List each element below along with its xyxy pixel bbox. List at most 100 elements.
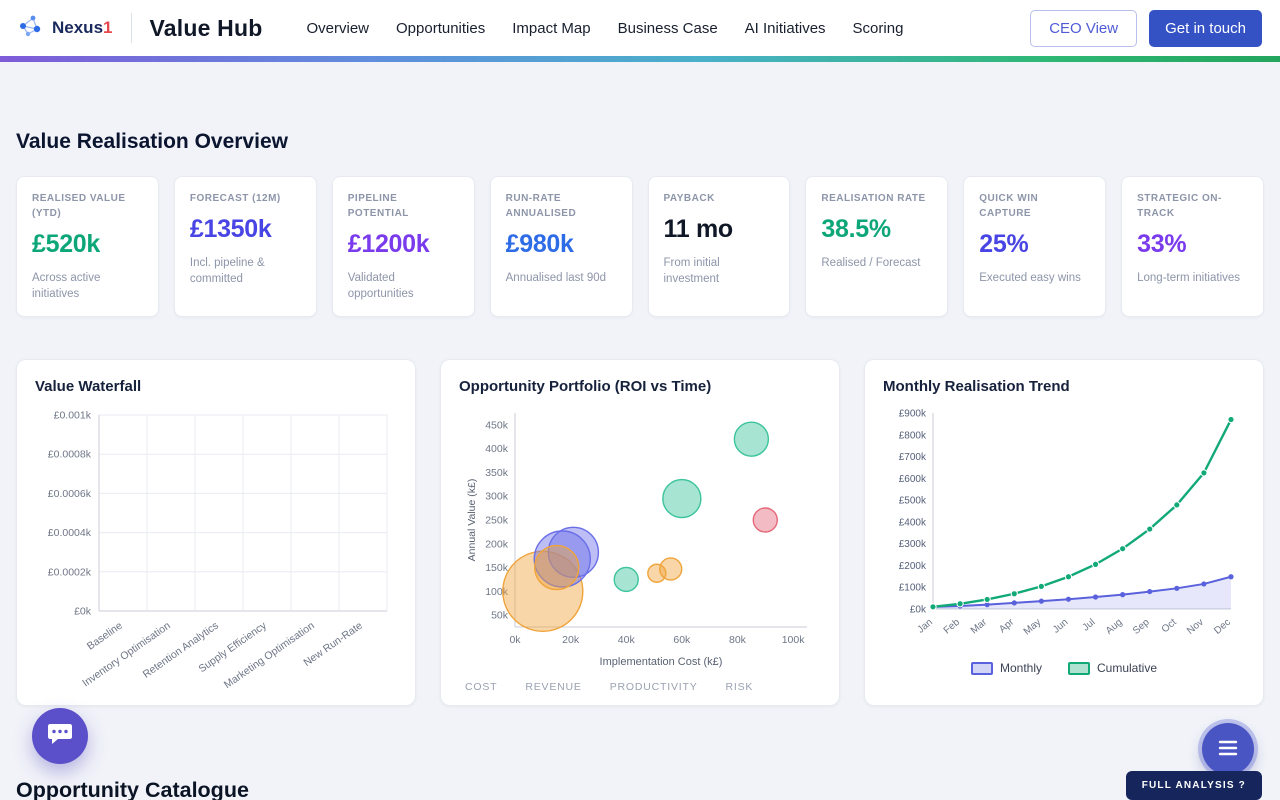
- kpi-label: STRATEGIC ON-TRACK: [1137, 193, 1222, 219]
- kpi-sub: Annualised last 90d: [505, 272, 607, 284]
- kpi-label: PAYBACK: [663, 193, 715, 204]
- nav-item-opportunities[interactable]: Opportunities: [396, 19, 486, 37]
- charts-row: Value Waterfall £0.001k £0.0008k £0.0006k £…: [16, 359, 1264, 707]
- svg-text:£0.0006k: £0.0006k: [48, 488, 92, 500]
- chat-bubble-icon: [46, 722, 74, 751]
- kpi-label: REALISATION RATE: [821, 193, 926, 204]
- floating-menu-button[interactable]: [1202, 723, 1254, 775]
- kpi-value: £1200k: [347, 230, 430, 258]
- svg-text:Sep: Sep: [1131, 617, 1152, 637]
- chart-title: Monthly Realisation Trend: [883, 378, 1070, 396]
- nexus-logo-icon: [18, 13, 44, 44]
- hamburger-icon: [1217, 739, 1239, 760]
- kpi-label: RUN-RATE ANNUALISED: [505, 193, 577, 219]
- nav-item-impact-map[interactable]: Impact Map: [512, 19, 591, 37]
- svg-text:Mar: Mar: [969, 617, 990, 637]
- svg-text:200k: 200k: [485, 538, 509, 550]
- kpi-value: 38.5%: [821, 215, 891, 243]
- svg-text:Dec: Dec: [1212, 617, 1233, 637]
- main-content: Value Realisation Overview REALISED VALU…: [0, 130, 1280, 800]
- kpi-card-quick-win: QUICK WIN CAPTURE 25% Executed easy wins: [963, 176, 1107, 318]
- svg-text:£300k: £300k: [899, 539, 927, 550]
- svg-text:Feb: Feb: [942, 617, 963, 637]
- kpi-value: 11 mo: [663, 215, 734, 243]
- page-title: Value Realisation Overview: [16, 130, 288, 153]
- legend-item-risk: RISK: [725, 681, 754, 694]
- brand-suffix: 1: [103, 18, 113, 37]
- kpi-sub: Validated opportunities: [347, 272, 414, 301]
- svg-text:Jun: Jun: [1051, 617, 1070, 636]
- kpi-card-payback: PAYBACK 11 mo From initial investment: [647, 176, 791, 318]
- chart-title: Opportunity Portfolio (ROI vs Time): [459, 378, 712, 396]
- svg-text:£400k: £400k: [899, 518, 927, 529]
- chat-button[interactable]: [32, 708, 88, 764]
- legend-item-revenue: REVENUE: [525, 681, 582, 694]
- svg-text:£0.0008k: £0.0008k: [48, 449, 92, 461]
- svg-text:20k: 20k: [562, 634, 580, 646]
- full-analysis-button[interactable]: FULL ANALYSIS ?: [1125, 771, 1262, 800]
- top-navbar: Nexus1 Value Hub Overview Opportunities …: [0, 0, 1280, 56]
- svg-text:Apr: Apr: [997, 617, 1017, 636]
- svg-text:Implementation Cost (k£): Implementation Cost (k£): [600, 656, 723, 668]
- kpi-label: REALISED VALUE (YTD): [32, 193, 126, 219]
- svg-text:450k: 450k: [485, 420, 509, 432]
- get-in-touch-button[interactable]: Get in touch: [1149, 9, 1262, 47]
- svg-text:Jul: Jul: [1081, 617, 1098, 634]
- svg-text:40k: 40k: [618, 634, 636, 646]
- svg-text:May: May: [1022, 617, 1044, 638]
- kpi-value: £980k: [505, 230, 574, 258]
- svg-text:£100k: £100k: [899, 583, 927, 594]
- svg-text:£700k: £700k: [899, 452, 927, 463]
- svg-text:400k: 400k: [485, 443, 509, 455]
- nav-item-ai-initiatives[interactable]: AI Initiatives: [744, 19, 826, 37]
- svg-text:£0.001k: £0.001k: [54, 410, 92, 422]
- svg-text:50k: 50k: [491, 610, 509, 622]
- kpi-sub: Across active initiatives: [32, 272, 101, 301]
- monthly-trend-card: Monthly Realisation Trend £0k £100k £200k £…: [864, 359, 1264, 707]
- kpi-card-realised-value: REALISED VALUE (YTD) £520k Across active…: [16, 176, 159, 318]
- kpi-label: FORECAST (12M): [189, 193, 281, 204]
- kpi-sub: Long-term initiatives: [1137, 272, 1241, 284]
- cumulative-swatch: [1068, 661, 1090, 675]
- svg-text:Annual Value (k£): Annual Value (k£): [466, 479, 478, 562]
- svg-text:£200k: £200k: [899, 561, 927, 572]
- kpi-card-strategic-on-track: STRATEGIC ON-TRACK 33% Long-term initiat…: [1121, 176, 1264, 318]
- monthly-swatch: [970, 661, 993, 675]
- nav-item-scoring[interactable]: Scoring: [852, 19, 904, 37]
- svg-text:150k: 150k: [485, 562, 509, 574]
- legend-item-monthly: Monthly: [970, 661, 1042, 675]
- kpi-value: 25%: [979, 230, 1029, 258]
- opportunity-portfolio-chart: 50k 100k 150k 200k 250k 300k 350k 400k 450k 0k 20k…: [466, 413, 807, 668]
- nav-item-overview[interactable]: Overview: [306, 19, 370, 37]
- chart-title: Value Waterfall: [35, 378, 142, 396]
- svg-text:£800k: £800k: [899, 430, 927, 441]
- legend-item-productivity: PRODUCTIVITY: [609, 681, 698, 694]
- main-nav: Overview Opportunities Impact Map Busine…: [307, 20, 1031, 37]
- svg-text:£0.0002k: £0.0002k: [48, 566, 92, 578]
- svg-text:£900k: £900k: [899, 409, 927, 420]
- svg-text:£0k: £0k: [74, 606, 92, 618]
- ceo-view-button[interactable]: CEO View: [1030, 9, 1138, 47]
- svg-text:£600k: £600k: [899, 474, 927, 485]
- brand-name: Nexus1: [52, 18, 113, 37]
- kpi-sub: Incl. pipeline & committed: [189, 257, 265, 286]
- nav-item-business-case[interactable]: Business Case: [617, 19, 718, 37]
- opportunity-portfolio-card: Opportunity Portfolio (ROI vs Time) 50k 1…: [440, 359, 840, 707]
- kpi-card-forecast: FORECAST (12M) £1350k Incl. pipeline & c…: [173, 176, 317, 318]
- kpi-grid: REALISED VALUE (YTD) £520k Across active…: [16, 176, 1264, 318]
- kpi-label: PIPELINE POTENTIAL: [347, 193, 409, 219]
- svg-text:100k: 100k: [782, 634, 806, 646]
- navbar-divider: [130, 13, 132, 43]
- legend-item-cumulative: Cumulative: [1068, 661, 1157, 675]
- kpi-sub: Executed easy wins: [979, 272, 1081, 284]
- svg-text:£0k: £0k: [910, 605, 927, 616]
- legend-item-cost: COST: [465, 681, 498, 694]
- kpi-value: £520k: [32, 230, 101, 258]
- svg-text:Jan: Jan: [916, 617, 935, 636]
- kpi-value: £1350k: [189, 215, 272, 243]
- accent-gradient-bar: [0, 56, 1280, 62]
- kpi-value: 33%: [1137, 230, 1187, 258]
- nav-actions: CEO View Get in touch: [1030, 9, 1262, 47]
- svg-text:Nov: Nov: [1185, 617, 1206, 637]
- svg-text:300k: 300k: [485, 491, 509, 503]
